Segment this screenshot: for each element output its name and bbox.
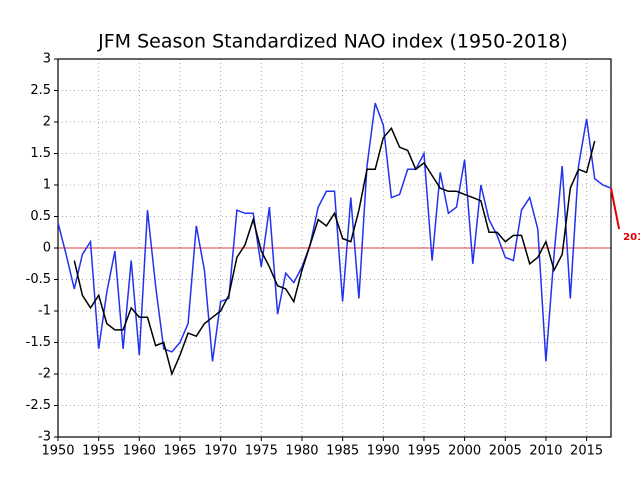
x-tick-label: 1960 [123,444,156,459]
y-tick-label: -0.5 [26,272,51,287]
y-tick-label: -2.5 [26,398,51,413]
series-label: 2019 [623,232,640,243]
y-tick-label: 1.5 [30,146,51,161]
y-tick-label: -1 [38,304,51,319]
x-tick-label: 1985 [326,444,359,459]
x-tick-label: 2010 [529,444,562,459]
chart-title: JFM Season Standardized NAO index (1950-… [97,31,568,53]
series-line [57,102,612,362]
x-tick-label: 1970 [204,444,237,459]
x-tick-label: 1990 [367,444,400,459]
y-tick-label: 0.5 [30,209,51,224]
y-tick-label: 2.5 [30,83,51,98]
y-tick-label: -2 [38,367,51,382]
y-tick-label: 0 [43,241,51,256]
y-tick-label: -1.5 [26,335,51,350]
y-tick-label: 1 [43,178,51,193]
x-tick-label: 1995 [407,444,440,459]
x-tick-label: 2000 [448,444,481,459]
series-line [610,188,621,230]
series-line [73,126,596,377]
x-tick-label: 2005 [489,444,522,459]
y-tick-label: 2 [43,115,51,130]
x-tick-label: 1965 [163,444,196,459]
y-tick-label: 3 [43,52,51,67]
plot-frame [57,58,612,438]
x-tick-label: 1975 [245,444,278,459]
x-tick-label: 1980 [285,444,318,459]
x-tick-label: 2015 [570,444,603,459]
x-tick-label: 1950 [41,444,74,459]
y-tick-label: -3 [38,430,51,445]
x-tick-label: 1955 [82,444,115,459]
